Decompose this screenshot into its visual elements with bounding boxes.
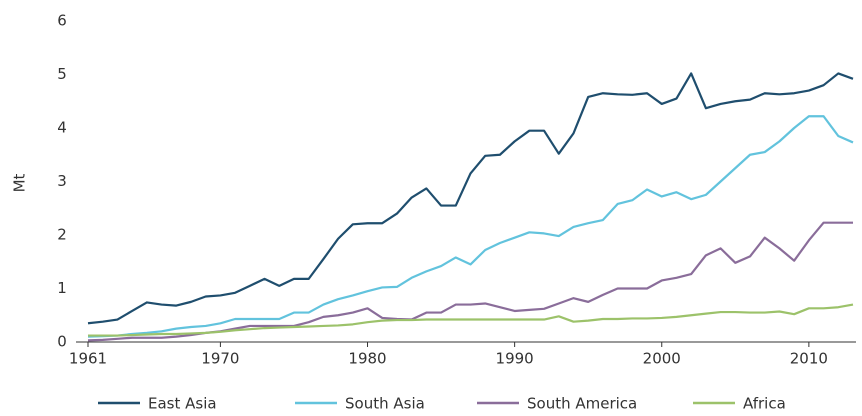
series-line: [87, 72, 854, 325]
x-tick-label: 1961: [69, 350, 107, 368]
series-line: [87, 115, 854, 338]
legend-label: East Asia: [148, 395, 217, 413]
y-axis-label: Mt: [11, 173, 29, 192]
y-tick-label: 5: [57, 65, 67, 83]
legend-label: South Asia: [345, 395, 425, 413]
x-tick-label: 2000: [643, 350, 681, 368]
x-tick-label: 1970: [201, 350, 239, 368]
y-tick-label: 3: [57, 172, 67, 190]
x-tick-label: 2010: [790, 350, 828, 368]
legend-label: Africa: [743, 395, 786, 413]
y-tick-label: 6: [57, 12, 67, 30]
y-tick-label: 1: [57, 279, 67, 297]
legend-label: South America: [527, 395, 637, 413]
x-tick-label: 1990: [496, 350, 534, 368]
y-tick-label: 4: [57, 119, 67, 137]
y-tick-label: 0: [57, 333, 67, 351]
x-tick-label: 1980: [348, 350, 386, 368]
series-line: [87, 221, 853, 342]
y-tick-label: 2: [57, 226, 67, 244]
series-line: [88, 303, 854, 337]
